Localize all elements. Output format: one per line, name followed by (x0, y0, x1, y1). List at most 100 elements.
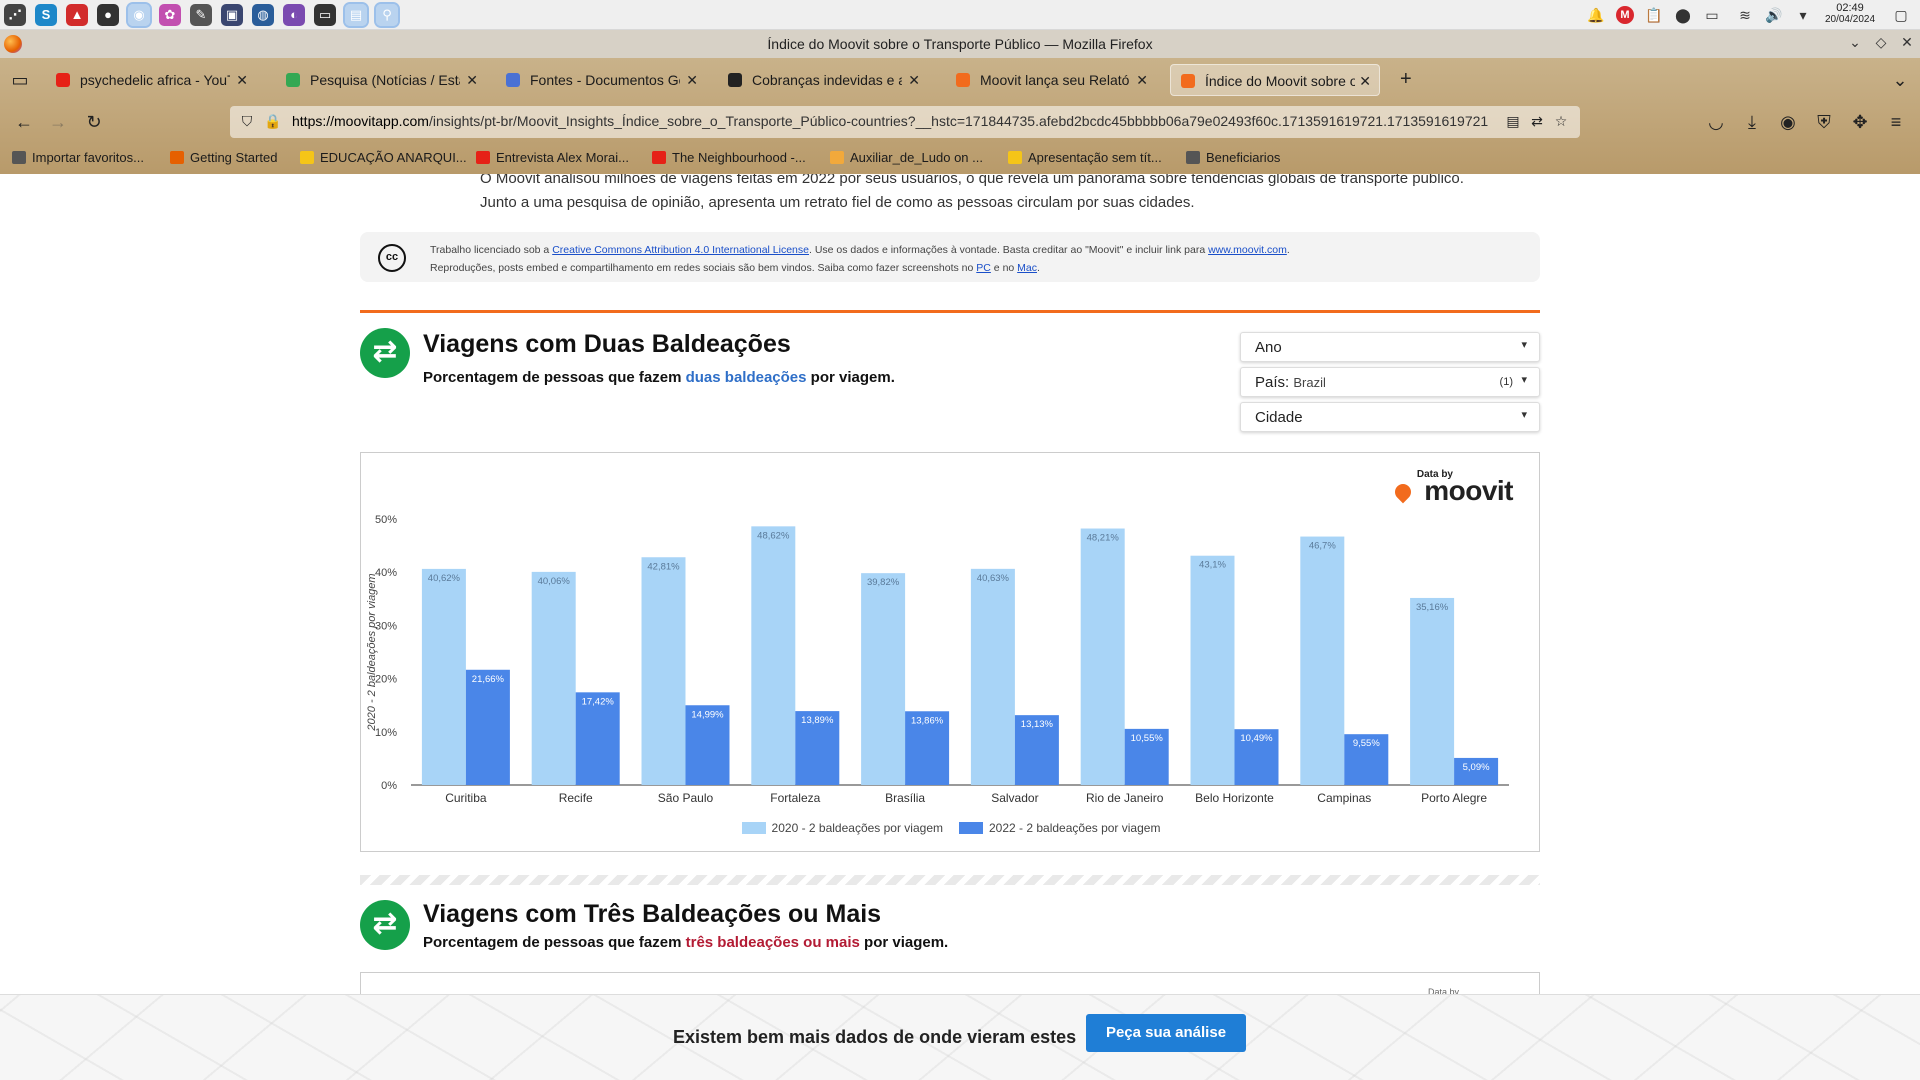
tab-overview-icon[interactable]: ▭ (11, 70, 29, 90)
pin-icon[interactable]: ⬤ (1675, 7, 1691, 23)
app-launcher-icon[interactable]: ⋰ (4, 4, 26, 26)
color-picker-icon[interactable]: ◐ (283, 4, 305, 26)
reload-icon[interactable]: ↻ (86, 112, 102, 132)
new-tab-button[interactable]: + (1400, 68, 1412, 90)
mac-screenshot-link[interactable]: Mac (1017, 262, 1038, 274)
desktop-icon[interactable]: ▢ (1894, 7, 1908, 23)
url-text[interactable]: https://moovitapp.com/insights/pt-br/Moo… (292, 113, 1489, 129)
extension-icon[interactable]: ⛨ (1817, 112, 1831, 132)
cta-text: Existem bem mais dados de onde vieram es… (673, 1027, 1077, 1047)
bar-data-label: 5,09% (1463, 762, 1490, 773)
moovit-site-link[interactable]: www.moovit.com (1208, 244, 1287, 256)
legend-item[interactable]: 2022 - 2 baldeações por viagem (959, 821, 1160, 835)
krita-icon[interactable]: ✿ (159, 4, 181, 26)
back-icon[interactable]: ← (15, 112, 33, 132)
bar-data-label: 9,55% (1353, 738, 1380, 749)
x-tick-label: Fortaleza (770, 791, 820, 805)
bar-2022 (1124, 728, 1169, 785)
keepass-icon[interactable]: ⚲ (374, 2, 400, 28)
legend-label: 2022 - 2 baldeações por viagem (989, 821, 1161, 835)
close-tab-icon[interactable]: ✕ (686, 72, 698, 88)
account-icon[interactable]: ◉ (1780, 112, 1796, 132)
volume-icon[interactable]: 🔊 (1765, 7, 1783, 23)
skype-icon[interactable]: S (35, 4, 57, 26)
terminal-icon[interactable]: ▭ (314, 4, 336, 26)
lock-icon[interactable]: 🔒 (264, 113, 282, 129)
bookmark-item[interactable]: The Neighbourhood -... (652, 150, 806, 165)
bar-data-label: 10,55% (1131, 733, 1164, 744)
window-titlebar: Índice do Moovit sobre o Transporte Públ… (0, 30, 1920, 58)
red-triangle-app-icon[interactable]: ▲ (66, 4, 88, 26)
close-tab-icon[interactable]: ✕ (1359, 73, 1371, 89)
bookmark-item[interactable]: EDUCAÇÃO ANARQUI... (300, 150, 467, 165)
legend-item[interactable]: 2020 - 2 baldeações por viagem (741, 821, 943, 835)
reader-view-icon[interactable]: ▤ (1506, 113, 1520, 129)
browser-tab[interactable]: Índice do Moovit sobre o T ✕ (1170, 64, 1380, 96)
system-clock[interactable]: 02:49 20/04/2024 (1820, 2, 1880, 26)
bar-data-label: 13,86% (911, 715, 944, 726)
year-dropdown[interactable]: Ano ▾ (1240, 332, 1540, 362)
file-manager-icon[interactable]: ▤ (343, 2, 369, 28)
bar-2020 (421, 568, 466, 785)
y-tick-label: 40% (375, 567, 397, 579)
pc-screenshot-link[interactable]: PC (976, 262, 991, 274)
city-dropdown[interactable]: Cidade ▾ (1240, 402, 1540, 432)
wifi-icon[interactable]: ≋ (1739, 7, 1751, 23)
x-tick-label: Rio de Janeiro (1086, 791, 1164, 805)
browser-tab[interactable]: Pesquisa (Notícias / Estatísticas) ✕ (276, 64, 486, 96)
close-tab-icon[interactable]: ✕ (466, 72, 478, 88)
downloads-icon[interactable]: ⤓ (1748, 112, 1756, 132)
bookmark-star-icon[interactable]: ☆ (1554, 113, 1568, 129)
bar-2022 (1454, 757, 1499, 785)
close-tab-icon[interactable]: ✕ (1136, 72, 1148, 88)
browser-tab[interactable]: Cobranças indevidas e atrasos ✕ (718, 64, 928, 96)
inkscape-icon[interactable]: ✎ (190, 4, 212, 26)
mega-icon[interactable]: M (1616, 6, 1634, 24)
x-tick-label: Porto Alegre (1421, 791, 1487, 805)
bookmark-item[interactable]: Beneficiarios (1186, 150, 1280, 165)
browser-tab[interactable]: Moovit lança seu Relatório ✕ (946, 64, 1156, 96)
bookmark-label: Entrevista Alex Morai... (496, 150, 629, 165)
pocket-icon[interactable]: ◡ (1708, 112, 1724, 132)
obs-icon[interactable]: ● (97, 4, 119, 26)
request-analysis-button[interactable]: Peça sua análise (1086, 1014, 1246, 1052)
forward-icon[interactable]: → (49, 112, 67, 132)
bookmark-item[interactable]: Apresentação sem tít... (1008, 150, 1162, 165)
bookmark-item[interactable]: Entrevista Alex Morai... (476, 150, 629, 165)
browser-tab[interactable]: Fontes - Documentos Google ✕ (496, 64, 706, 96)
browser-blue-icon[interactable]: ◍ (252, 4, 274, 26)
close-tab-icon[interactable]: ✕ (236, 72, 248, 88)
bookmark-item[interactable]: Getting Started (170, 150, 277, 165)
close-tab-icon[interactable]: ✕ (908, 72, 920, 88)
menu-hamburger-icon[interactable]: ≡ (1890, 112, 1902, 132)
list-all-tabs-icon[interactable]: ⌄ (1892, 70, 1908, 90)
y-tick-label: 30% (375, 620, 397, 632)
bookmark-item[interactable]: Importar favoritos... (12, 150, 144, 165)
translate-icon[interactable]: ⇄ (1531, 113, 1543, 129)
notifications-icon[interactable]: 🔔 (1587, 7, 1605, 23)
tab-favicon-icon (956, 73, 970, 87)
browser-tab[interactable]: psychedelic africa - YouTube ✕ (46, 64, 256, 96)
cc-license-link[interactable]: Creative Commons Attribution 4.0 Interna… (552, 244, 809, 256)
address-bar[interactable]: ⛉ 🔒 https://moovitapp.com/insights/pt-br… (230, 106, 1580, 138)
minimize-icon[interactable]: ⌄ (1849, 34, 1861, 50)
x-tick-label: Belo Horizonte (1195, 791, 1274, 805)
bookmark-item[interactable]: Auxiliar_de_Ludo on ... (830, 150, 983, 165)
cta-banner: Existem bem mais dados de onde vieram es… (0, 994, 1920, 1080)
bar-2020 (751, 526, 796, 785)
tracking-shield-icon[interactable]: ⛉ (241, 113, 253, 129)
bar-chart: Data by moovit 0% 10% 20% 30% 40% 50% 2020 - 2… (360, 452, 1540, 852)
tray-expand-icon[interactable]: ▾ (1799, 7, 1807, 23)
image-editor-icon[interactable]: ▣ (221, 4, 243, 26)
firefox-icon[interactable]: ◉ (126, 2, 152, 28)
chart-legend: 2020 - 2 baldeações por viagem 2022 - 2 b… (361, 821, 1541, 835)
clock-date: 20/04/2024 (1824, 14, 1876, 25)
extensions-puzzle-icon[interactable]: ✥ (1852, 112, 1868, 132)
clipboard-icon[interactable]: 📋 (1645, 7, 1663, 23)
country-dropdown[interactable]: País: Brazil (1) ▾ (1240, 367, 1540, 397)
legend-swatch (741, 822, 766, 834)
maximize-icon[interactable]: ◇ (1875, 34, 1887, 50)
bar-data-label: 48,21% (1087, 533, 1120, 544)
battery-icon[interactable]: ▭ (1705, 7, 1719, 23)
close-window-icon[interactable]: ✕ (1901, 34, 1913, 50)
